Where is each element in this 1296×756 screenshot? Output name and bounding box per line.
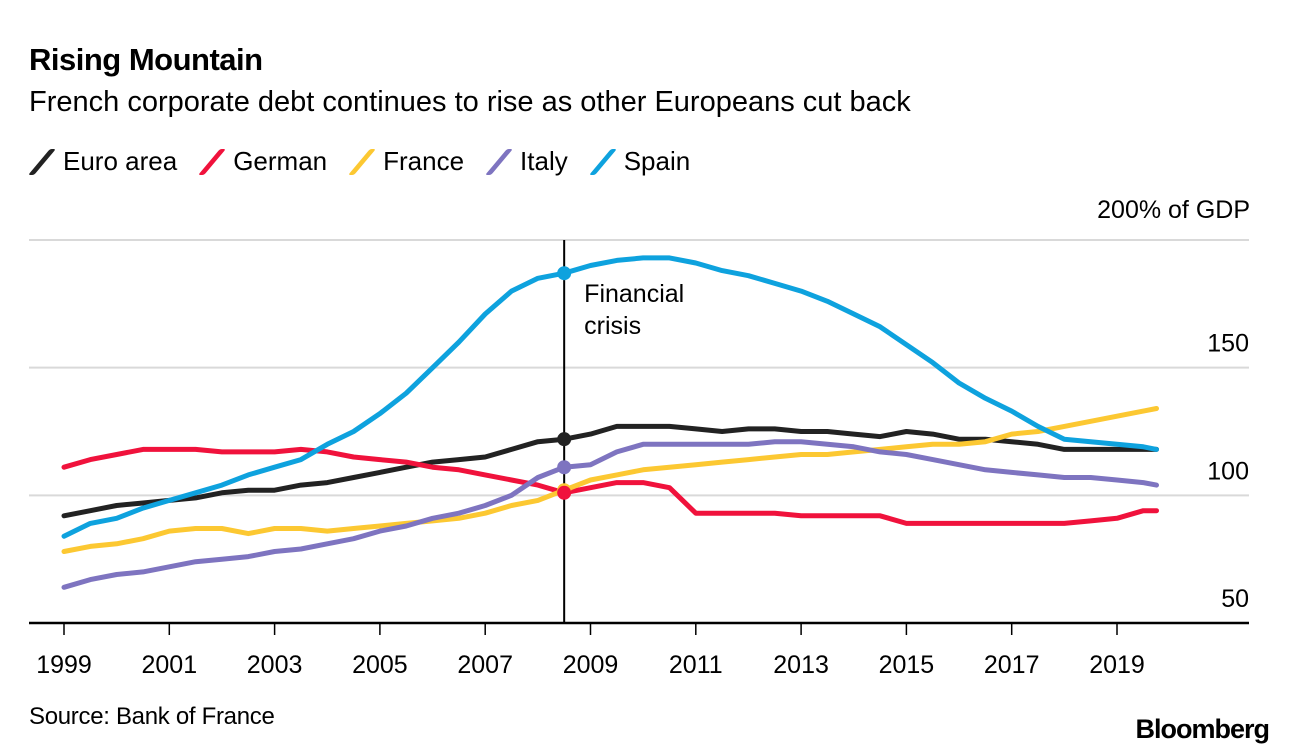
legend-item-italy: Italy [485,146,568,177]
chart-title: Rising Mountain [29,42,263,77]
series-lines [61,255,1159,590]
legend-item-euro-area: Euro area [28,146,178,177]
chart-subtitle: French corporate debt continues to rise … [29,86,911,118]
legend-label: Spain [623,146,691,176]
financial-crisis-label: crisis [584,312,641,340]
x-axis: 1999 2001 2003 2005 2007 2009 2011 2013 2015 2017… [29,621,1249,679]
financial-crisis-annotation: Financial crisis [563,240,684,623]
legend-label: Italy [520,146,568,176]
crisis-highlight-points [557,266,572,500]
y-tick-label-100: 100 [1207,457,1249,485]
x-tick-label-2001: 2001 [141,651,197,679]
x-tick-label-2011: 2011 [669,651,723,679]
gridlines [29,239,1249,497]
crisis-point-euro-area [557,432,572,447]
bloomberg-logo: Bloomberg [1135,714,1270,744]
legend: Euro area German France Italy Spain [28,146,712,177]
x-tick-label-2017: 2017 [984,651,1040,679]
x-tick-label-2009: 2009 [563,651,619,679]
series-line-italy [61,439,1159,590]
legend-label: German [233,146,328,176]
crisis-point-german [557,485,572,500]
x-tick-label-2003: 2003 [247,651,303,679]
crisis-point-italy [557,460,572,475]
legend-label: France [383,146,465,176]
financial-crisis-label: Financial [584,280,684,308]
y-tick-label-150: 150 [1207,330,1249,358]
y-axis-unit-label: 200% of GDP [1097,196,1250,224]
y-axis-ticks: 50 100 150 [1207,330,1249,613]
x-tick-label-2019: 2019 [1089,651,1145,679]
x-tick-label-2015: 2015 [879,651,935,679]
source-note: Source: Bank of France [29,703,275,730]
series-line-german [61,446,1159,526]
legend-item-german: German [198,146,328,177]
series-line-france [61,406,1159,554]
x-tick-label-2007: 2007 [457,651,513,679]
crisis-point-spain [557,266,572,281]
legend-label: Euro area [63,146,178,176]
series-line-spain [61,255,1159,539]
y-tick-label-50: 50 [1221,585,1249,613]
legend-item-spain: Spain [588,146,691,177]
x-tick-label-2005: 2005 [352,651,408,679]
x-tick-label-1999: 1999 [36,651,92,679]
legend-item-france: France [348,146,465,177]
x-tick-label-2013: 2013 [773,651,829,679]
